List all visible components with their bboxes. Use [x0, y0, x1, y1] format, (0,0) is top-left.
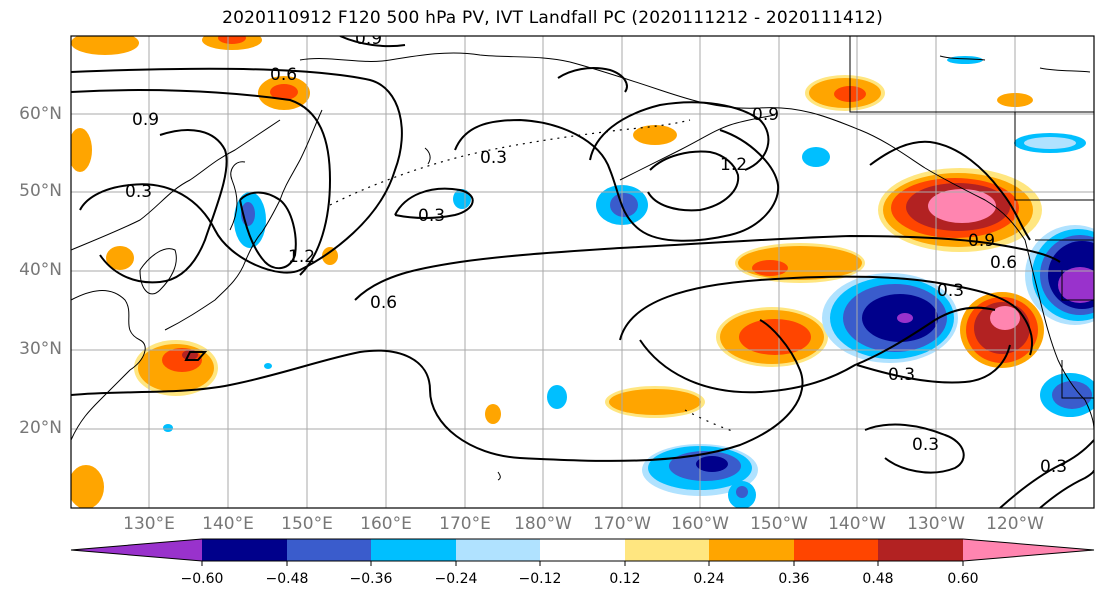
contour-label: 0.9: [355, 29, 382, 49]
lon-label-140w: 140°W: [828, 514, 886, 534]
lon-label-160e: 160°E: [360, 514, 412, 534]
contour-label: 0.6: [370, 293, 397, 313]
colorbar-swatch: [371, 539, 456, 561]
colorbar-swatch: [287, 539, 371, 561]
contour-label: 0.3: [480, 148, 507, 168]
lon-label-170w: 170°W: [593, 514, 651, 534]
contour-label: 0.9: [752, 105, 779, 125]
map-title: 2020110912 F120 500 hPa PV, IVT Landfall…: [222, 8, 883, 28]
contour-label: 0.9: [968, 231, 995, 251]
colorbar-swatch: [709, 539, 794, 561]
lon-label-120w: 120°W: [986, 514, 1044, 534]
contour-label: 0.3: [125, 182, 152, 202]
colorbar-tick: −0.48: [265, 571, 309, 587]
colorbar-swatch: [540, 539, 625, 561]
colorbar-tick: −0.12: [518, 571, 562, 587]
colorbar-tick: −0.60: [180, 571, 224, 587]
contour-label: 0.3: [937, 281, 964, 301]
contour-label: 0.3: [888, 365, 915, 385]
shading-negative: [163, 56, 1094, 508]
colorbar-tick: 0.12: [609, 571, 641, 587]
colorbar-tick: 0.24: [693, 571, 725, 587]
contour-label: 1.2: [720, 155, 747, 175]
colorbar-extend-high: [963, 539, 1094, 561]
lon-label-150w: 150°W: [750, 514, 808, 534]
colorbar-swatch: [625, 539, 709, 561]
contour-label: 0.6: [270, 65, 297, 85]
colorbar-swatch: [794, 539, 878, 561]
map-frame: [70, 35, 1095, 509]
contours: [71, 36, 1094, 508]
lon-label-160w: 160°W: [671, 514, 729, 534]
lat-label-30n: 30°N: [19, 339, 62, 359]
hawaii-islands: [684, 409, 736, 433]
gridlines: [71, 36, 1094, 508]
contour-label: 0.9: [132, 110, 159, 130]
contour-labels: 0.3 0.3 0.3 0.3 0.3 0.3 0.3 0.6 0.6 0.6 …: [125, 29, 1067, 477]
lat-label-50n: 50°N: [19, 181, 62, 201]
colorbar-swatch: [202, 539, 287, 561]
lat-label-20n: 20°N: [19, 418, 62, 438]
lat-label-40n: 40°N: [19, 260, 62, 280]
lon-label-180w: 180°W: [514, 514, 572, 534]
colorbar-swatch: [456, 539, 540, 561]
colorbar-extend-low: [71, 539, 202, 561]
contour-label: 0.3: [912, 435, 939, 455]
lon-label-170e: 170°E: [439, 514, 491, 534]
lon-label-140e: 140°E: [202, 514, 254, 534]
lon-label-150e: 150°E: [281, 514, 333, 534]
colorbar-tick: 0.48: [862, 571, 894, 587]
colorbar-tick: 0.36: [778, 571, 810, 587]
colorbar-tick: 0.60: [947, 571, 979, 587]
contour-label: 0.3: [418, 206, 445, 226]
aleutian-islands: [329, 119, 691, 206]
colorbar-swatch: [878, 539, 963, 561]
contour-label: 0.3: [1040, 457, 1067, 477]
contour-label: 1.2: [288, 247, 315, 267]
colorbar-tick: −0.36: [349, 571, 393, 587]
lat-label-60n: 60°N: [19, 104, 62, 124]
lon-label-130w: 130°W: [907, 514, 965, 534]
contour-label: 0.6: [990, 253, 1017, 273]
colorbar-tick: −0.24: [434, 571, 478, 587]
lon-label-130e: 130°E: [123, 514, 175, 534]
coastlines: [71, 36, 1094, 481]
